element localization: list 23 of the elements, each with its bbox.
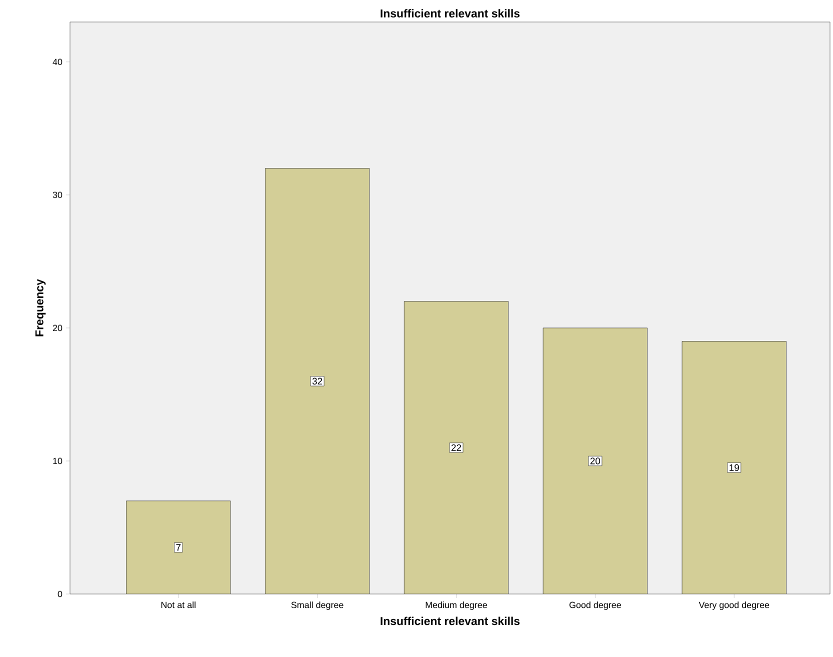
- y-tick-label: 0: [58, 590, 62, 598]
- y-tick-label: 10: [53, 458, 62, 464]
- bar: [404, 301, 508, 594]
- x-tick-label: Good degree: [569, 602, 621, 610]
- x-tick-label: Very good degree: [698, 602, 770, 610]
- y-axis-title: Frequency: [35, 279, 46, 336]
- bar: [542, 328, 648, 594]
- x-tick-label: Small degree: [291, 602, 344, 610]
- data-label: 22: [451, 444, 462, 451]
- data-label: 19: [730, 464, 739, 471]
- y-tick-label: 30: [52, 192, 62, 198]
- data-label: 32: [312, 378, 322, 385]
- bar: [265, 168, 370, 594]
- y-tick-label: 40: [52, 58, 62, 66]
- bar: [126, 500, 231, 594]
- bar: [682, 341, 786, 594]
- data-label: 20: [590, 458, 600, 464]
- y-tick-label: 20: [52, 324, 62, 332]
- data-label: 7: [176, 544, 181, 551]
- x-tick-label: Medium degree: [426, 602, 487, 610]
- chart-title: Insufficient relevant skills: [380, 9, 520, 18]
- x-tick-label: Not at all: [161, 602, 196, 608]
- x-axis-title: Insufficient relevant skills: [380, 616, 520, 626]
